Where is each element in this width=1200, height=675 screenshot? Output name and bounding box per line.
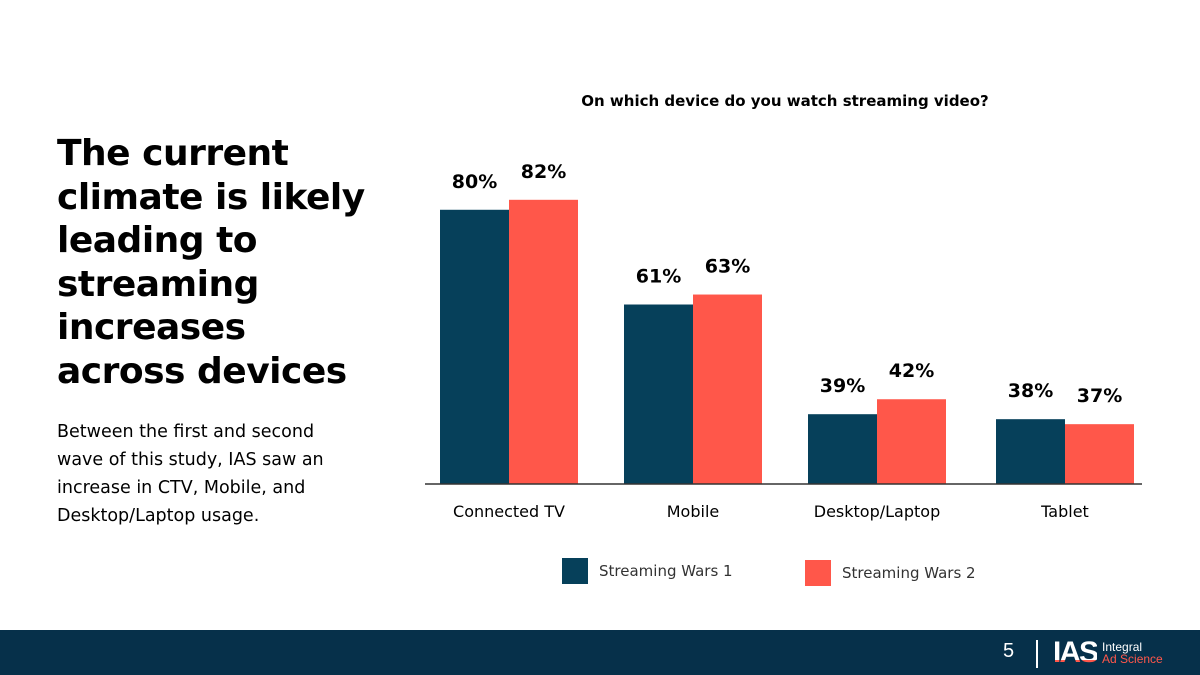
bar-1-1 — [624, 304, 693, 484]
data-label: 39% — [820, 375, 865, 397]
footer: 5 IAS Integral Ad Science — [0, 630, 1200, 675]
legend-swatch-1 — [562, 558, 588, 584]
bar-2-2 — [877, 399, 946, 484]
data-label: 82% — [521, 161, 566, 183]
legend-swatch-2 — [805, 560, 831, 586]
category-label: Mobile — [667, 502, 719, 521]
data-label: 42% — [889, 360, 934, 382]
category-label: Tablet — [1040, 502, 1089, 521]
page-number: 5 — [1003, 640, 1015, 662]
data-label: 63% — [705, 256, 750, 278]
logo-mark: IAS — [1053, 636, 1099, 669]
bar-1-2 — [808, 414, 877, 484]
legend-item-2: Streaming Wars 2 — [805, 560, 976, 586]
data-label: 37% — [1077, 385, 1122, 407]
legend-label-2: Streaming Wars 2 — [842, 564, 976, 582]
logo-line2: Ad Science — [1102, 652, 1163, 666]
divider — [1036, 640, 1038, 668]
data-label: 80% — [452, 171, 497, 193]
category-label: Connected TV — [453, 502, 565, 521]
data-label: 38% — [1008, 380, 1053, 402]
ias-logo: IAS Integral Ad Science — [1053, 636, 1163, 670]
data-label: 61% — [636, 266, 681, 288]
headline: The current climate is likely leading to… — [57, 133, 365, 392]
bar-1-0 — [440, 209, 509, 484]
bar-2-3 — [1065, 424, 1134, 484]
logo-line1: Integral — [1102, 640, 1143, 654]
bar-chart: 80% 82% Connected TV 61% 63% Mobile 39% 42% Desk… — [425, 161, 1142, 521]
category-label: Desktop/Laptop — [814, 502, 940, 521]
bar-1-3 — [996, 419, 1065, 484]
bar-2-0 — [509, 199, 578, 485]
legend-item-1: Streaming Wars 1 — [562, 558, 733, 584]
legend-label-1: Streaming Wars 1 — [599, 562, 733, 580]
body-text: Between the first and second wave of thi… — [57, 422, 324, 526]
chart-title: On which device do you watch streaming v… — [581, 92, 989, 110]
bar-2-1 — [693, 294, 762, 484]
